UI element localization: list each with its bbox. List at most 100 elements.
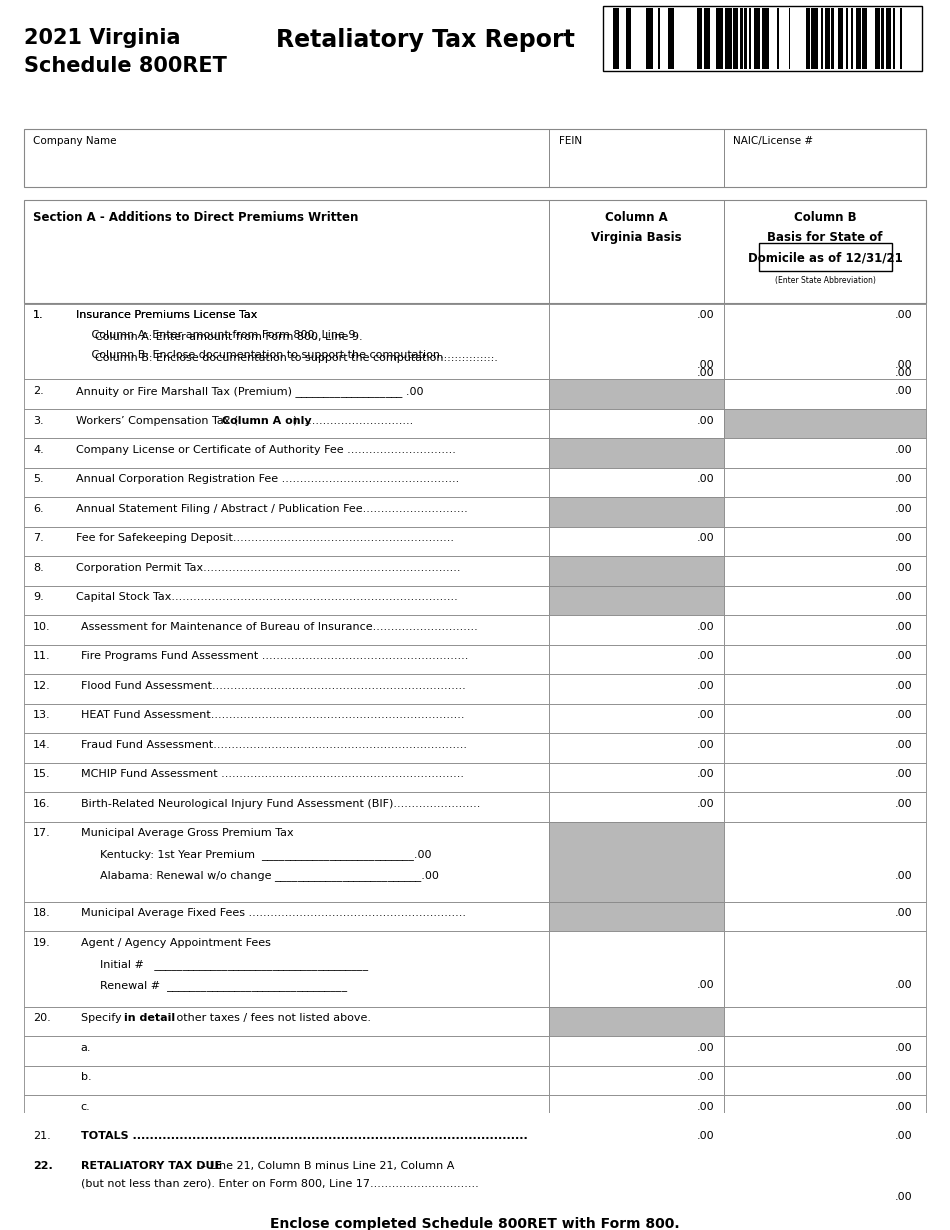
Bar	[24, 200, 926, 303]
Text: .00: .00	[894, 652, 912, 662]
Bar	[724, 822, 926, 902]
Bar	[24, 615, 549, 645]
Text: Virginia Basis: Virginia Basis	[591, 231, 682, 245]
Text: Column A: Enter amount from Form 800, Line 9.: Column A: Enter amount from Form 800, Li…	[95, 332, 363, 342]
Text: Birth-Related Neurological Injury Fund Assessment (BIF)........................: Birth-Related Neurological Injury Fund A…	[81, 798, 480, 809]
Bar	[24, 645, 549, 674]
Bar	[821, 7, 823, 69]
Text: .00: .00	[894, 1192, 912, 1202]
Text: 3.: 3.	[33, 416, 44, 426]
Text: b.: b.	[81, 1073, 91, 1082]
Bar	[777, 7, 779, 69]
Bar	[549, 379, 724, 408]
Text: 15.: 15.	[33, 769, 51, 780]
Bar	[826, 7, 830, 69]
Text: Basis for State of: Basis for State of	[768, 231, 883, 245]
Bar	[724, 1065, 926, 1095]
Text: Section A - Additions to Direct Premiums Written: Section A - Additions to Direct Premiums…	[33, 212, 359, 224]
Text: Municipal Average Fixed Fees ...................................................: Municipal Average Fixed Fees ...........…	[81, 909, 466, 919]
Bar	[549, 556, 724, 585]
Text: .00: .00	[696, 1043, 714, 1053]
Bar	[24, 1095, 549, 1124]
Text: .00: .00	[696, 739, 714, 750]
Bar	[758, 242, 891, 272]
Bar	[603, 6, 922, 71]
Text: NAIC/License #: NAIC/License #	[733, 135, 813, 145]
Text: a.: a.	[81, 1043, 91, 1053]
Bar	[881, 7, 884, 69]
Bar	[24, 1007, 549, 1037]
Bar	[697, 7, 702, 69]
Bar	[549, 733, 724, 763]
Text: Capital Stock Tax...............................................................: Capital Stock Tax.......................…	[76, 593, 458, 603]
Text: Column B: Enclose documentation to support the computation...............: Column B: Enclose documentation to suppo…	[95, 353, 498, 363]
Text: Enclose completed Schedule 800RET with Form 800.: Enclose completed Schedule 800RET with F…	[270, 1216, 680, 1230]
Bar	[900, 7, 902, 69]
Text: .00: .00	[894, 386, 912, 396]
Text: .00: .00	[696, 769, 714, 780]
Bar	[811, 7, 818, 69]
Text: .00: .00	[894, 368, 912, 379]
Bar	[724, 379, 926, 408]
Bar	[24, 763, 549, 792]
Bar	[724, 1154, 926, 1205]
Bar	[724, 497, 926, 526]
Text: Flood Fund Assessment...........................................................: Flood Fund Assessment...................…	[81, 681, 466, 691]
Text: .00: .00	[894, 1073, 912, 1082]
Text: Company License or Certificate of Authority Fee ..............................: Company License or Certificate of Author…	[76, 445, 456, 455]
Text: Initial #   ______________________________________: Initial # ______________________________…	[100, 959, 368, 970]
Text: .00: .00	[696, 980, 714, 990]
Bar	[549, 1037, 724, 1065]
Bar	[24, 674, 549, 704]
Text: .00: .00	[696, 652, 714, 662]
Bar	[839, 7, 844, 69]
Bar	[724, 304, 926, 379]
Bar	[549, 645, 724, 674]
Text: .00: .00	[696, 711, 714, 721]
Text: Specify: Specify	[81, 1014, 124, 1023]
Text: .00: .00	[894, 711, 912, 721]
Text: .00: .00	[696, 368, 714, 379]
Text: .00: .00	[894, 1132, 912, 1141]
Text: 12.: 12.	[33, 681, 51, 691]
Text: .00: .00	[894, 534, 912, 544]
Text: ) ...............................: ) ...............................	[293, 416, 413, 426]
Text: .00: .00	[894, 1043, 912, 1053]
Text: Corporation Permit Tax..........................................................: Corporation Permit Tax..................…	[76, 563, 461, 573]
Text: Municipal Average Gross Premium Tax: Municipal Average Gross Premium Tax	[81, 828, 294, 839]
Bar	[704, 7, 711, 69]
Bar	[549, 467, 724, 497]
Text: 11.: 11.	[33, 652, 51, 662]
Text: 16.: 16.	[33, 798, 51, 809]
Bar	[724, 931, 926, 1007]
Text: .00: .00	[894, 980, 912, 990]
Bar	[850, 7, 853, 69]
Bar	[862, 7, 866, 69]
Text: Column A only: Column A only	[222, 416, 312, 426]
Bar	[788, 7, 790, 69]
Bar	[549, 822, 724, 902]
Bar	[24, 526, 549, 556]
Text: .00: .00	[894, 563, 912, 573]
Bar	[893, 7, 895, 69]
Bar	[668, 7, 674, 69]
Text: Insurance Premiums License Tax: Insurance Premiums License Tax	[76, 310, 257, 320]
Text: Fee for Safekeeping Deposit.....................................................: Fee for Safekeeping Deposit.............…	[76, 534, 454, 544]
Text: .00: .00	[696, 360, 714, 370]
Bar	[806, 7, 810, 69]
Text: Annuity or Fire Marshall Tax (Premium) ___________________ .00: Annuity or Fire Marshall Tax (Premium) _…	[76, 386, 424, 397]
Text: .00: .00	[696, 1073, 714, 1082]
Bar	[24, 931, 549, 1007]
Bar	[549, 902, 724, 931]
Text: .00: .00	[894, 475, 912, 485]
Bar	[724, 526, 926, 556]
Bar	[549, 1007, 724, 1037]
Text: 6.: 6.	[33, 504, 44, 514]
Bar	[724, 1124, 926, 1154]
Text: 5.: 5.	[33, 475, 44, 485]
Text: .00: .00	[894, 360, 912, 370]
Bar	[24, 304, 549, 379]
Bar	[875, 7, 880, 69]
Text: 19.: 19.	[33, 937, 51, 948]
Bar	[724, 763, 926, 792]
